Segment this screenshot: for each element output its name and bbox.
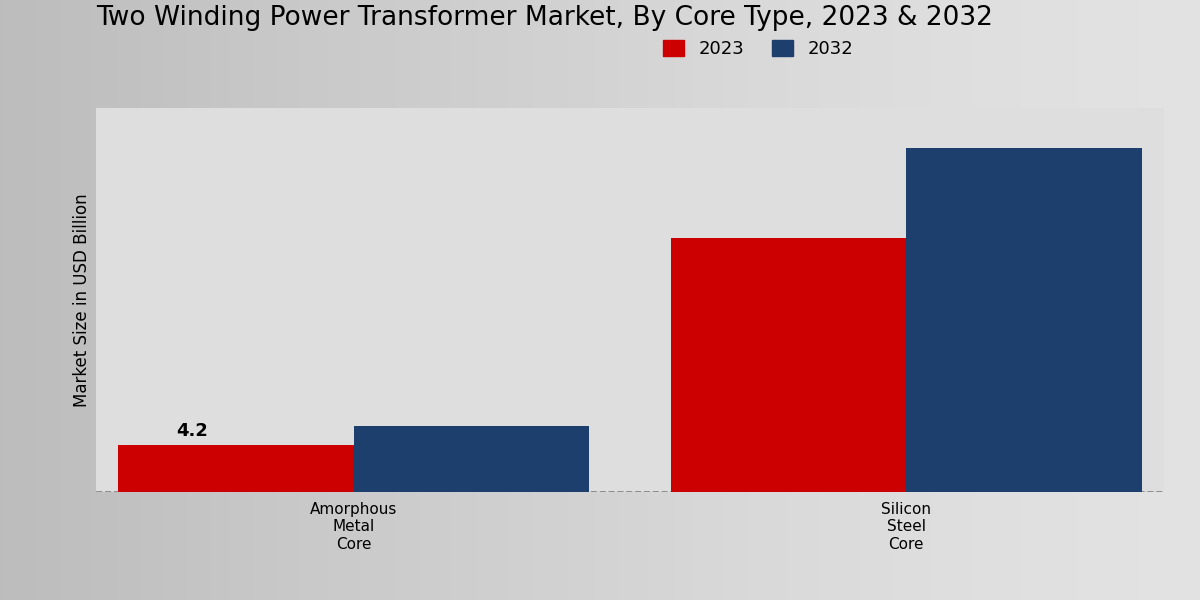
Y-axis label: Market Size in USD Billion: Market Size in USD Billion — [73, 193, 91, 407]
Bar — [671, 238, 906, 492]
Bar — [354, 427, 589, 492]
Text: Two Winding Power Transformer Market, By Core Type, 2023 & 2032: Two Winding Power Transformer Market, By… — [96, 5, 992, 31]
Text: 4.2: 4.2 — [176, 422, 208, 440]
Bar — [906, 148, 1142, 492]
Bar — [118, 445, 354, 492]
Legend: 2023, 2032: 2023, 2032 — [655, 32, 860, 65]
